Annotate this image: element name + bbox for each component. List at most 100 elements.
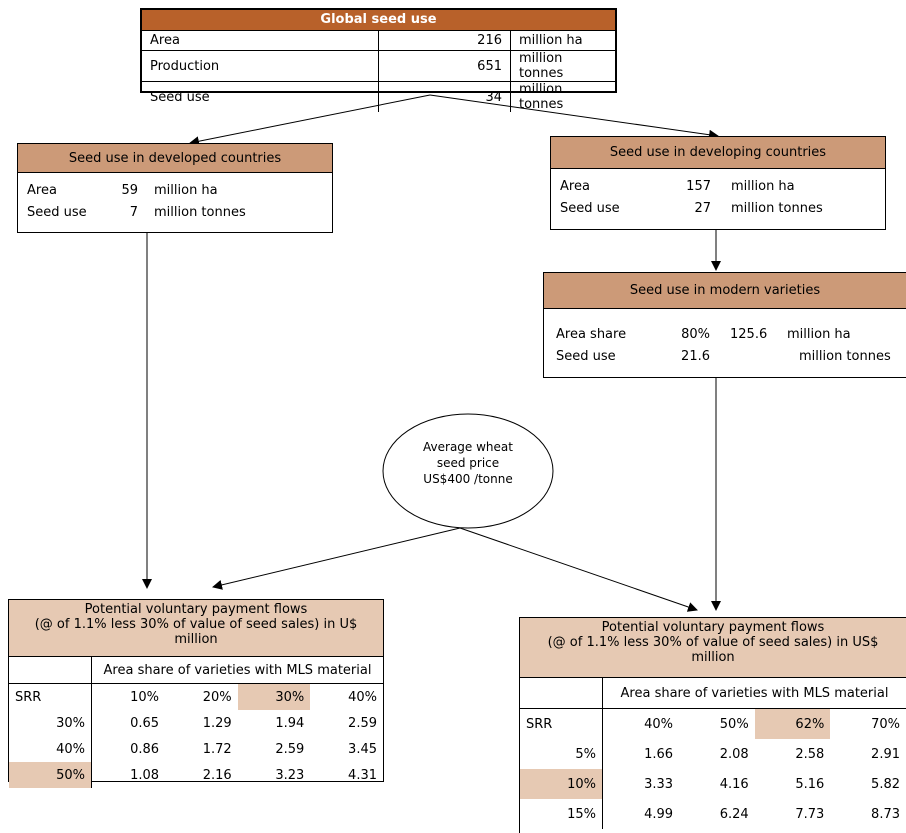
global-seed-use-title: Global seed use (142, 10, 615, 31)
row-value: 34 (378, 81, 511, 112)
table-row: Seed use 34 million tonnes (142, 81, 615, 112)
payment-right-srr: 15% (520, 799, 603, 829)
row-label: Seed use (142, 81, 379, 112)
table-cell: 1.08 (130, 767, 160, 783)
table-row: SRR 40% 50% 62% 70% (520, 708, 906, 739)
table-row: Area share of varieties with MLS materia… (9, 657, 383, 684)
payment-left-subheader: Area share of varieties with MLS materia… (91, 657, 383, 684)
payment-left-row-header: SRR (9, 683, 92, 710)
arrow-price-to-left-table (212, 527, 461, 590)
developing-seed-value: 27 (694, 201, 711, 216)
modern-area-label: Area share (556, 327, 627, 342)
table-cell: 6.24 (719, 806, 749, 822)
developing-seed-label: Seed use (560, 201, 620, 216)
payment-right-col: 40% (644, 716, 674, 732)
table-cell: 5.16 (795, 776, 825, 792)
table-row: 5% 1.66 2.08 2.58 2.91 (520, 739, 906, 769)
modern-area-share: 80% (681, 327, 710, 342)
payment-left-grid: Area share of varieties with MLS materia… (9, 657, 383, 788)
developing-area-unit: million ha (731, 179, 795, 194)
developed-seed-unit: million tonnes (154, 205, 246, 220)
table-cell: 1.66 (644, 746, 674, 762)
table-cell: 0.86 (130, 741, 160, 757)
payment-left-col: 20% (202, 689, 232, 705)
developed-area-unit: million ha (154, 183, 218, 198)
payment-left-col-highlighted: 30% (237, 683, 311, 710)
developing-countries-title: Seed use in developing countries (551, 137, 885, 169)
table-cell: 4.16 (719, 776, 749, 792)
table-row: 30% 0.65 1.29 1.94 2.59 (9, 710, 383, 736)
table-cell: 2.59 (348, 715, 377, 731)
payment-right-srr-highlighted: 10% (520, 769, 603, 799)
developing-seed-unit: million tonnes (731, 201, 823, 216)
developed-seed-label: Seed use (27, 205, 87, 220)
price-label: Average wheat seed price US$400 /tonne (390, 439, 546, 487)
table-row: 40% 0.86 1.72 2.59 3.45 (9, 736, 383, 762)
global-seed-use-table: Area 216 million ha Production 651 milli… (142, 31, 615, 112)
developed-area-label: Area (27, 183, 57, 198)
table-cell: 4.99 (644, 806, 674, 822)
payment-left-col: 40% (348, 689, 377, 705)
payment-left-col: 10% (130, 689, 160, 705)
price-ellipse (382, 413, 554, 529)
price-line-1: Average wheat (423, 440, 513, 454)
payment-right-title-line3: million (691, 650, 735, 665)
payment-flows-table-left: Potential voluntary payment flows (@ of … (8, 599, 384, 788)
table-cell: 2.16 (202, 767, 232, 783)
payment-left-srr: 30% (9, 710, 92, 736)
payment-left-title-line2: (@ of 1.1% less 30% of value of seed sal… (34, 617, 358, 632)
payment-right-srr: 5% (520, 739, 603, 769)
table-cell: 0.65 (130, 715, 160, 731)
table-cell: 1.29 (202, 715, 232, 731)
payment-right-grid: Area share of varieties with MLS materia… (520, 678, 906, 829)
global-seed-use-box: Global seed use Area 216 million ha Prod… (140, 8, 617, 112)
payment-right-col: 70% (871, 716, 900, 732)
table-cell: 1.72 (202, 741, 232, 757)
table-cell: 8.73 (871, 806, 900, 822)
payment-right-col-highlighted: 62% (754, 708, 831, 739)
developing-area-value: 157 (686, 179, 711, 194)
payment-right-col: 50% (719, 716, 749, 732)
row-label: Production (142, 50, 379, 82)
modern-varieties-title: Seed use in modern varieties (544, 273, 906, 309)
payment-right-title-line1: Potential voluntary payment flows (601, 620, 825, 635)
table-cell: 5.82 (871, 776, 900, 792)
row-value: 651 (378, 50, 511, 82)
payment-left-srr-highlighted: 50% (9, 762, 92, 788)
table-cell: 1.94 (275, 715, 305, 731)
table-cell: 2.91 (871, 746, 900, 762)
modern-area-unit: million ha (787, 327, 851, 342)
table-cell: 3.23 (275, 767, 305, 783)
payment-left-title-line1: Potential voluntary payment flows (84, 602, 308, 617)
modern-seed-label: Seed use (556, 349, 616, 364)
arrow-price-to-right-table (459, 527, 698, 612)
price-line-2: seed price (436, 456, 500, 470)
payment-left-title-line3: million (174, 632, 218, 647)
table-row: 15% 4.99 6.24 7.73 8.73 (520, 799, 906, 829)
table-cell: 2.08 (719, 746, 749, 762)
table-cell: 4.31 (348, 767, 377, 783)
payment-left-srr: 40% (9, 736, 92, 762)
modern-seed-unit: million tonnes (799, 349, 891, 364)
row-unit: million tonnes (519, 82, 564, 112)
developed-countries-title: Seed use in developed countries (18, 144, 332, 173)
payment-right-subheader: Area share of varieties with MLS materia… (602, 678, 906, 709)
payment-right-title: Potential voluntary payment flows (@ of … (520, 618, 906, 678)
payment-flows-table-right: Potential voluntary payment flows (@ of … (519, 617, 906, 833)
table-cell: 2.59 (275, 741, 305, 757)
table-row: 50% 1.08 2.16 3.23 4.31 (9, 762, 383, 788)
row-unit: million tonnes (510, 50, 615, 82)
table-cell: 2.58 (795, 746, 825, 762)
table-row: Production 651 million tonnes (142, 50, 615, 82)
row-label: Area (142, 31, 379, 51)
price-line-3: US$400 /tonne (423, 472, 513, 486)
row-unit: million ha (510, 31, 615, 51)
modern-area-value: 125.6 (730, 327, 768, 342)
table-row: Area share of varieties with MLS materia… (520, 678, 906, 709)
developing-countries-box: Seed use in developing countries Area 15… (550, 136, 886, 230)
modern-seed-value: 21.6 (681, 349, 710, 364)
modern-varieties-box: Seed use in modern varieties Area share … (543, 272, 906, 378)
developed-countries-box: Seed use in developed countries Area 59 … (17, 143, 333, 233)
table-cell: 7.73 (795, 806, 825, 822)
row-value: 216 (378, 31, 511, 51)
